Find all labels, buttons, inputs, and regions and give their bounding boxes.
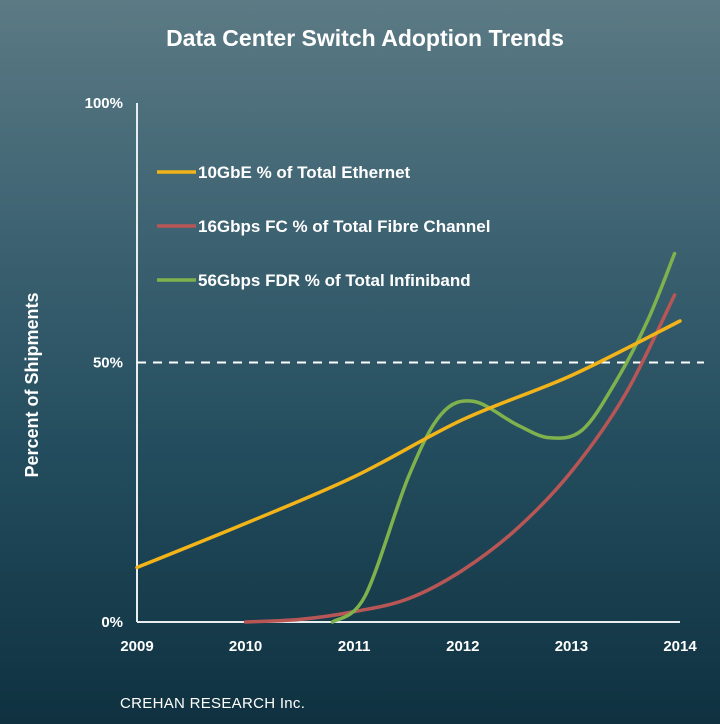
y-tick-label: 50% [93, 355, 123, 372]
chart-title: Data Center Switch Adoption Trends [166, 25, 564, 51]
x-tick-label: 2009 [120, 638, 153, 655]
x-tick-label: 2014 [663, 638, 697, 655]
series-line-2 [243, 293, 677, 624]
y-tick-label: 100% [85, 95, 123, 112]
x-tick-label: 2013 [555, 638, 588, 655]
series-line-1 [135, 319, 682, 570]
legend-label: 56Gbps FDR % of Total Infiniband [198, 271, 471, 290]
series-lines [135, 251, 682, 624]
y-axis-label: Percent of Shipments [22, 292, 42, 477]
legend-label: 10GbE % of Total Ethernet [198, 163, 411, 182]
series-line-3 [330, 251, 677, 624]
legend-label: 16Gbps FC % of Total Fibre Channel [198, 217, 491, 236]
legend: 10GbE % of Total Ethernet 16Gbps FC % of … [157, 163, 491, 290]
x-tick-label: 2010 [229, 638, 262, 655]
source-credit: CREHAN RESEARCH Inc. [120, 695, 305, 712]
axes: 100% 50% 0% 2009 2010 2011 2012 2013 2014 [85, 95, 698, 655]
y-tick-label: 0% [101, 614, 123, 631]
x-tick-label: 2012 [446, 638, 479, 655]
x-tick-label: 2011 [338, 638, 371, 655]
